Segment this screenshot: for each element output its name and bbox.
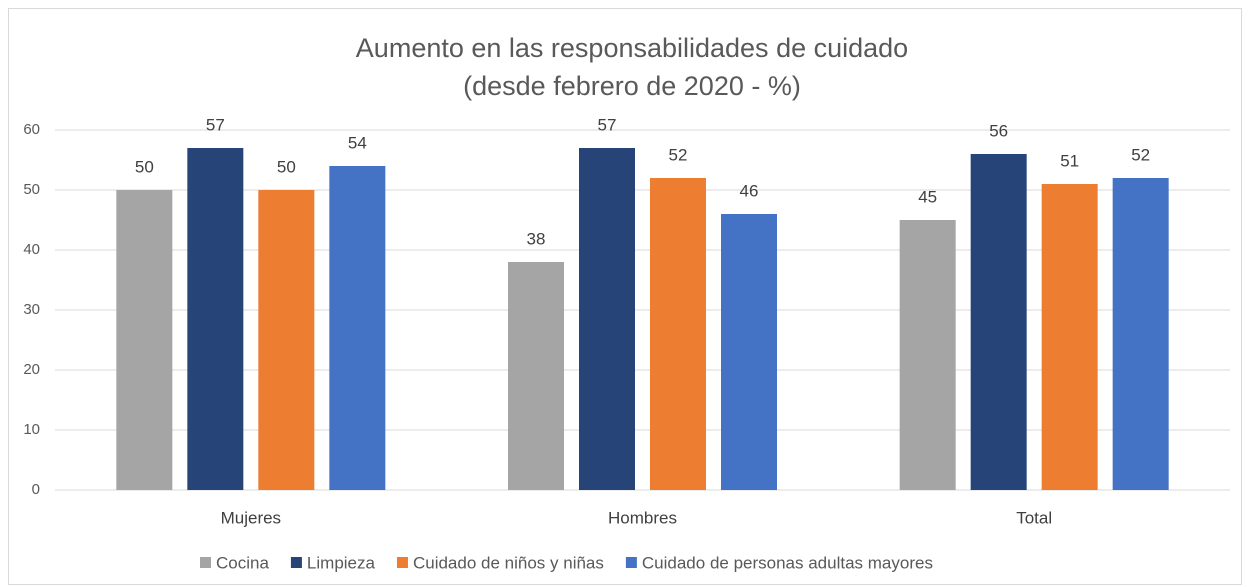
data-label: 57 bbox=[206, 115, 225, 134]
bar bbox=[116, 190, 173, 490]
data-label: 51 bbox=[1060, 151, 1079, 170]
legend-swatch bbox=[290, 557, 302, 568]
data-label: 56 bbox=[989, 121, 1008, 140]
bar bbox=[970, 154, 1027, 490]
bar bbox=[508, 262, 564, 490]
y-tick-label: 20 bbox=[23, 361, 40, 378]
bar bbox=[258, 190, 315, 490]
bar bbox=[650, 178, 706, 490]
legend-label: Cuidado de niños y niñas bbox=[413, 553, 604, 572]
legend-label: Limpieza bbox=[307, 553, 376, 572]
legend-swatch bbox=[625, 557, 637, 568]
data-label: 50 bbox=[277, 157, 296, 176]
y-tick-label: 0 bbox=[32, 481, 40, 498]
chart-title: (desde febrero de 2020 - %) bbox=[463, 71, 801, 101]
legend-swatch bbox=[396, 557, 408, 568]
y-tick-label: 10 bbox=[23, 421, 40, 438]
y-tick-label: 40 bbox=[23, 241, 40, 258]
y-tick-label: 30 bbox=[23, 301, 40, 318]
legend-label: Cuidado de personas adultas mayores bbox=[642, 553, 933, 572]
bar bbox=[899, 220, 956, 490]
bar bbox=[187, 148, 244, 490]
y-tick-label: 50 bbox=[23, 181, 40, 198]
data-label: 52 bbox=[669, 145, 688, 164]
data-label: 46 bbox=[740, 181, 759, 200]
y-tick-label: 60 bbox=[23, 121, 40, 138]
data-label: 54 bbox=[348, 133, 367, 152]
data-label: 50 bbox=[135, 157, 154, 176]
bar bbox=[1112, 178, 1169, 490]
bar bbox=[1041, 184, 1098, 490]
legend-swatch bbox=[200, 557, 211, 568]
data-label: 45 bbox=[918, 187, 937, 206]
data-label: 52 bbox=[1131, 145, 1150, 164]
x-tick-label: Total bbox=[1016, 508, 1052, 527]
bar bbox=[579, 148, 635, 490]
x-tick-label: Mujeres bbox=[221, 508, 281, 527]
x-tick-label: Hombres bbox=[608, 508, 677, 527]
data-label: 57 bbox=[598, 115, 617, 134]
legend-label: Cocina bbox=[216, 553, 269, 572]
bar bbox=[721, 214, 777, 490]
chart-title: Aumento en las responsabilidades de cuid… bbox=[356, 33, 908, 63]
bar bbox=[329, 166, 386, 490]
data-label: 38 bbox=[527, 229, 546, 248]
